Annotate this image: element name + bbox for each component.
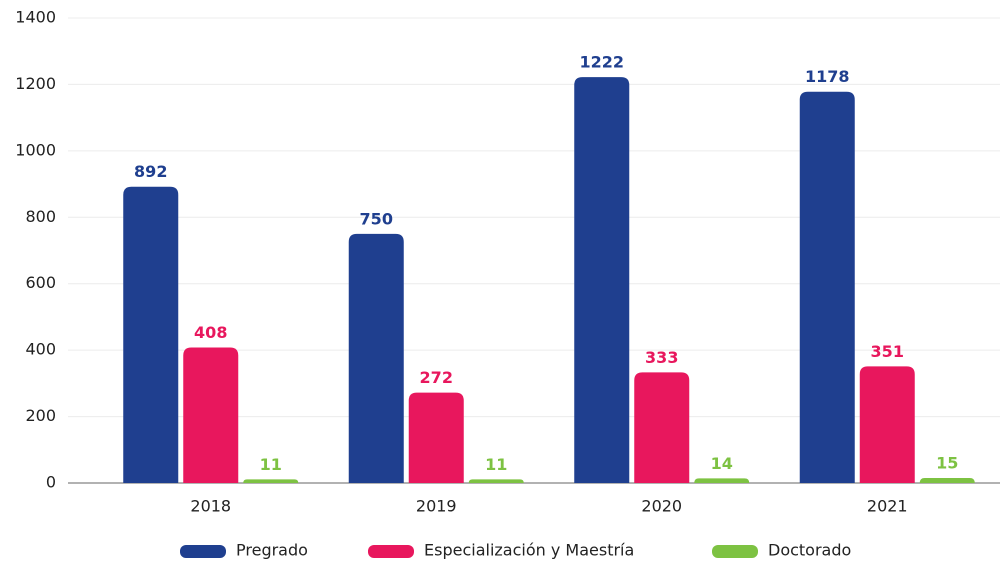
y-tick-label: 800 <box>25 207 56 226</box>
value-label: 408 <box>194 323 227 342</box>
x-tick-label: 2018 <box>190 497 231 516</box>
value-label: 11 <box>485 455 507 474</box>
bar <box>468 479 524 483</box>
bar <box>123 186 179 483</box>
bar <box>919 478 975 483</box>
bar <box>348 233 404 483</box>
bar <box>243 479 299 483</box>
legend-label: Doctorado <box>768 541 851 560</box>
value-label: 892 <box>134 162 167 181</box>
value-label: 351 <box>871 342 904 361</box>
legend-swatch <box>180 545 226 558</box>
y-tick-label: 200 <box>25 406 56 425</box>
value-label: 333 <box>645 348 678 367</box>
bar <box>694 478 750 483</box>
y-tick-label: 600 <box>25 273 56 292</box>
bar <box>183 347 239 483</box>
x-tick-label: 2020 <box>641 497 682 516</box>
bar <box>859 366 915 483</box>
value-label: 14 <box>711 454 733 473</box>
value-label: 1222 <box>579 53 624 72</box>
bar <box>574 77 630 483</box>
value-label: 11 <box>260 455 282 474</box>
y-tick-label: 1200 <box>15 74 56 93</box>
x-tick-label: 2019 <box>416 497 457 516</box>
y-tick-label: 400 <box>25 340 56 359</box>
value-label: 750 <box>360 209 393 228</box>
value-label: 15 <box>936 454 958 473</box>
x-tick-label: 2021 <box>867 497 908 516</box>
value-label: 272 <box>420 368 453 387</box>
legend-label: Especialización y Maestría <box>424 541 634 560</box>
bar <box>408 392 464 483</box>
y-tick-label: 1400 <box>15 8 56 27</box>
y-tick-label: 1000 <box>15 140 56 159</box>
legend-swatch <box>368 545 414 558</box>
legend-label: Pregrado <box>236 541 308 560</box>
value-label: 1178 <box>805 67 850 86</box>
bar <box>634 372 690 483</box>
bar <box>799 91 855 483</box>
y-tick-label: 0 <box>46 473 56 492</box>
legend-swatch <box>712 545 758 558</box>
